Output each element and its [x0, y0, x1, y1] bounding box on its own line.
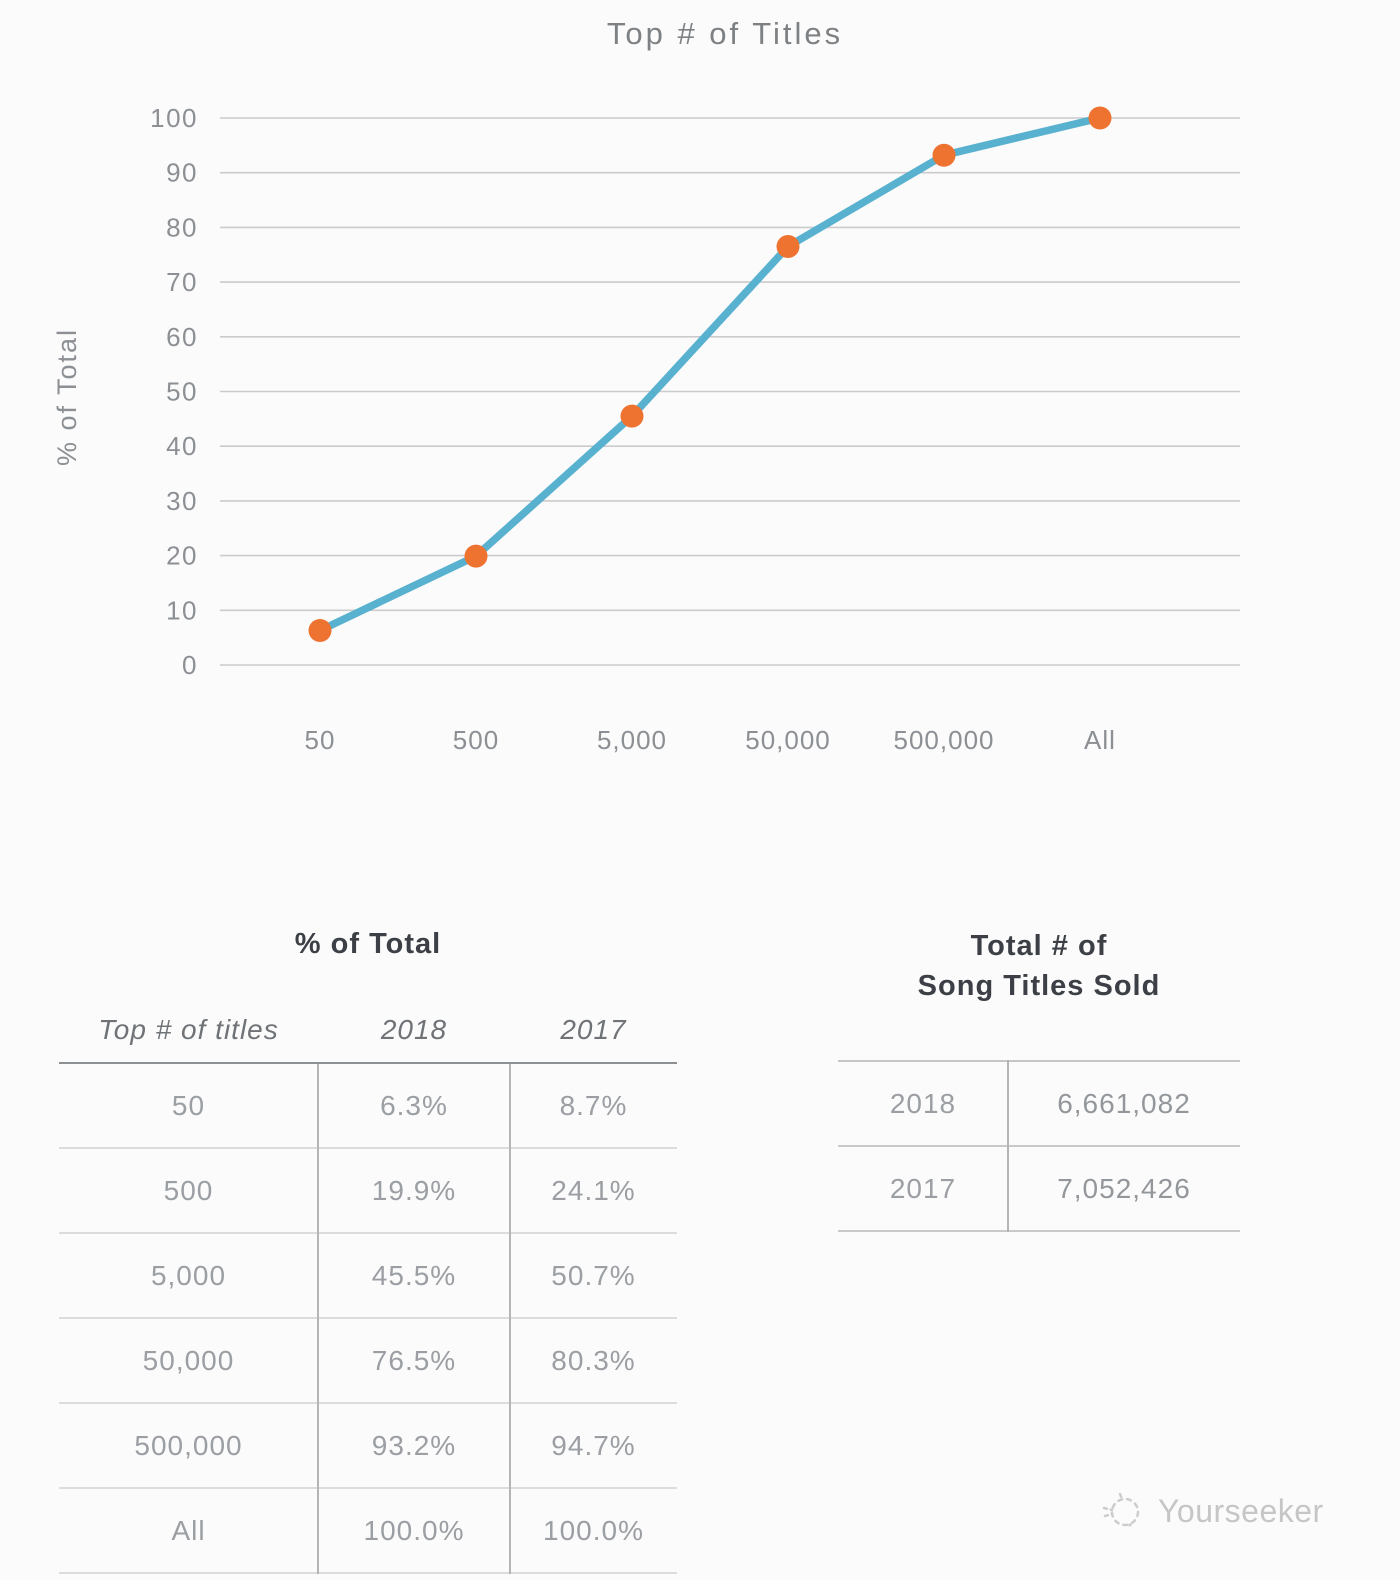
- song-titles-table-rows: 2018 6,661,082 2017 7,052,426: [838, 1060, 1240, 1232]
- x-tick-label: 50,000: [745, 725, 831, 755]
- table-cell: 24.1%: [551, 1174, 636, 1206]
- watermark-label: Yourseeker: [1158, 1492, 1324, 1529]
- x-tick-label: 500,000: [894, 725, 995, 755]
- table-cell: 500: [163, 1174, 214, 1206]
- data-point: [620, 404, 644, 428]
- column-header-2017: 2017: [560, 1014, 627, 1045]
- column-divider: [317, 1064, 319, 1574]
- y-tick-label: 60: [166, 322, 198, 352]
- table-cell: 500,000: [134, 1429, 243, 1461]
- table-row: 50 6.3% 8.7%: [59, 1064, 677, 1149]
- table-cell: 94.7%: [551, 1429, 636, 1461]
- y-tick-label: 80: [166, 212, 198, 242]
- series-line-2018: [316, 114, 1104, 635]
- table-cell: 8.7%: [559, 1089, 628, 1121]
- y-tick-label: 10: [166, 595, 198, 625]
- table-row: 5,000 45.5% 50.7%: [59, 1234, 677, 1319]
- table-row: 500,000 93.2% 94.7%: [59, 1404, 677, 1489]
- percent-table-rows: 50 6.3% 8.7% 500 19.9% 24.1% 5,000 45.5% 50.7% 50…: [59, 1064, 677, 1574]
- table-row: 500 19.9% 24.1%: [59, 1149, 677, 1234]
- table-cell: 76.5%: [371, 1344, 457, 1376]
- y-tick-label: 100: [150, 103, 198, 133]
- table-cell-value: 6,661,082: [1057, 1087, 1191, 1119]
- table-cell: 5,000: [150, 1259, 227, 1291]
- table-row: All 100.0% 100.0%: [59, 1489, 677, 1574]
- table-cell-year: 2017: [889, 1172, 957, 1204]
- table-row: 50,000 76.5% 80.3%: [59, 1319, 677, 1404]
- data-point: [1088, 106, 1112, 130]
- y-tick-label: 90: [166, 158, 198, 188]
- x-tick-label: 500: [453, 725, 499, 755]
- x-tick-label: 5,000: [597, 725, 667, 755]
- percent-of-total-table: % of Total Top # of titles 2018 2017 50 6…: [59, 910, 677, 1578]
- column-divider: [1007, 1060, 1009, 1232]
- table-cell: 100.0%: [543, 1514, 644, 1546]
- table-cell: 50,000: [142, 1344, 235, 1376]
- x-tick-label: All: [1084, 725, 1116, 755]
- y-tick-label: 30: [166, 486, 198, 516]
- data-point: [464, 544, 488, 568]
- data-point: [932, 143, 956, 167]
- data-point: [308, 619, 332, 642]
- song-titles-title-line2: Song Titles Sold: [917, 970, 1161, 1002]
- table-cell: 50: [171, 1089, 206, 1121]
- table-cell: 50.7%: [551, 1259, 636, 1291]
- table-cell: 6.3%: [380, 1089, 448, 1121]
- line-chart: 0 10 20 30 40 50 60 70 80 90 100 50 500 5,000 50,000 50…: [52, 103, 1240, 755]
- table-cell: 100.0%: [363, 1514, 465, 1546]
- header-rule: [59, 1062, 677, 1064]
- song-titles-table-title: Total # of Song Titles Sold: [838, 926, 1240, 1006]
- y-tick-label: 40: [166, 431, 198, 461]
- watermark: Yourseeker: [1100, 1488, 1324, 1534]
- table-cell: 19.9%: [371, 1174, 457, 1206]
- y-tick-label: 50: [166, 377, 198, 407]
- percent-table-title: % of Total: [294, 928, 442, 960]
- y-tick-label: 70: [166, 267, 198, 297]
- yourseeker-logo-icon: [1102, 1492, 1140, 1527]
- table-cell: 80.3%: [551, 1344, 636, 1376]
- song-titles-sold-table: Total # of Song Titles Sold 2018 6,661,08…: [838, 910, 1240, 1240]
- table-cell: All: [171, 1514, 206, 1546]
- column-header-2018: 2018: [380, 1014, 448, 1045]
- y-tick-label: 20: [166, 541, 198, 571]
- table-cell-year: 2018: [889, 1087, 957, 1119]
- chart-title: Top # of Titles: [606, 16, 844, 51]
- y-axis-label: % of Total: [52, 328, 82, 466]
- x-tick-label: 50: [305, 725, 336, 755]
- data-point: [776, 235, 800, 258]
- column-header-top-titles: Top # of titles: [98, 1014, 279, 1045]
- percent-table-header-row: Top # of titles 2018 2017: [59, 1010, 677, 1050]
- table-row: 2017 7,052,426: [838, 1147, 1240, 1232]
- song-titles-title-line1: Total # of: [970, 930, 1108, 962]
- table-cell: 45.5%: [371, 1259, 457, 1291]
- column-divider: [509, 1064, 511, 1574]
- table-row: 2018 6,661,082: [838, 1062, 1240, 1147]
- y-tick-label: 0: [182, 650, 198, 680]
- table-cell: 93.2%: [371, 1429, 457, 1461]
- table-cell-value: 7,052,426: [1057, 1172, 1191, 1204]
